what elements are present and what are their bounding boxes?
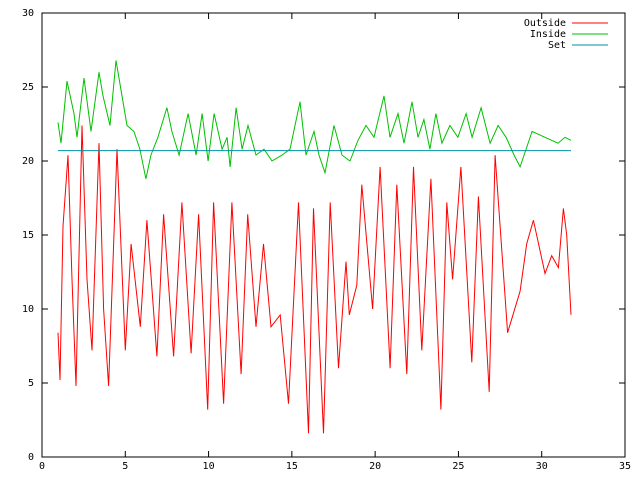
y-tick-label: 25	[22, 82, 34, 93]
y-tick-label: 15	[22, 230, 34, 241]
y-tick-label: 0	[28, 452, 34, 463]
y-tick-label: 10	[22, 304, 34, 315]
x-tick-label: 30	[536, 461, 548, 472]
plot-frame	[41, 12, 626, 458]
x-tick-label: 20	[369, 461, 381, 472]
legend-label: Inside	[530, 29, 566, 40]
x-tick-label: 15	[286, 461, 298, 472]
y-tick-label: 5	[28, 378, 34, 389]
x-tick-label: 10	[203, 461, 215, 472]
x-tick-label: 0	[39, 461, 45, 472]
x-tick-label: 5	[122, 461, 128, 472]
x-tick-label: 25	[452, 461, 464, 472]
series-line	[57, 125, 572, 434]
series-line	[57, 60, 572, 179]
x-tick-label: 35	[619, 461, 631, 472]
y-tick-label: 30	[22, 8, 34, 19]
legend-label: Set	[548, 40, 566, 51]
legend-label: Outside	[524, 18, 566, 29]
y-tick-label: 20	[22, 156, 34, 167]
